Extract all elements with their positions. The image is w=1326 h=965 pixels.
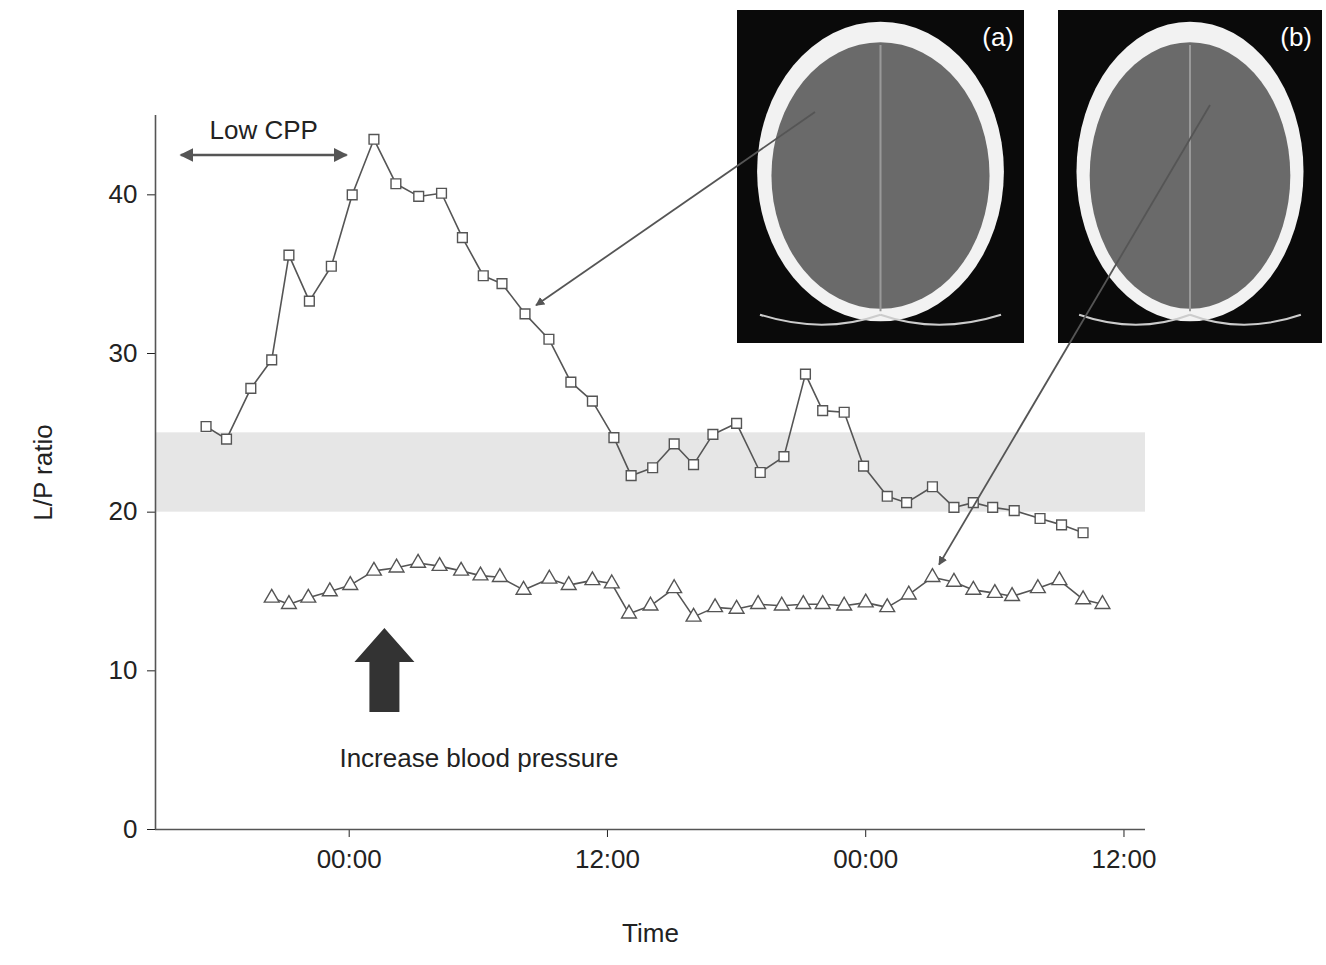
svg-text:Time: Time — [622, 918, 679, 948]
svg-text:(b): (b) — [1280, 22, 1312, 52]
svg-text:00:00: 00:00 — [317, 844, 382, 874]
svg-text:12:00: 12:00 — [1091, 844, 1156, 874]
svg-text:0: 0 — [123, 814, 137, 844]
svg-text:40: 40 — [109, 179, 138, 209]
svg-text:(a): (a) — [982, 22, 1014, 52]
svg-text:10: 10 — [109, 655, 138, 685]
svg-text:30: 30 — [109, 338, 138, 368]
svg-text:Low CPP: Low CPP — [209, 115, 317, 145]
svg-text:20: 20 — [109, 496, 138, 526]
svg-text:Increase blood pressure: Increase blood pressure — [339, 743, 618, 773]
svg-text:L/P ratio: L/P ratio — [28, 424, 58, 520]
svg-text:00:00: 00:00 — [833, 844, 898, 874]
svg-text:12:00: 12:00 — [575, 844, 640, 874]
